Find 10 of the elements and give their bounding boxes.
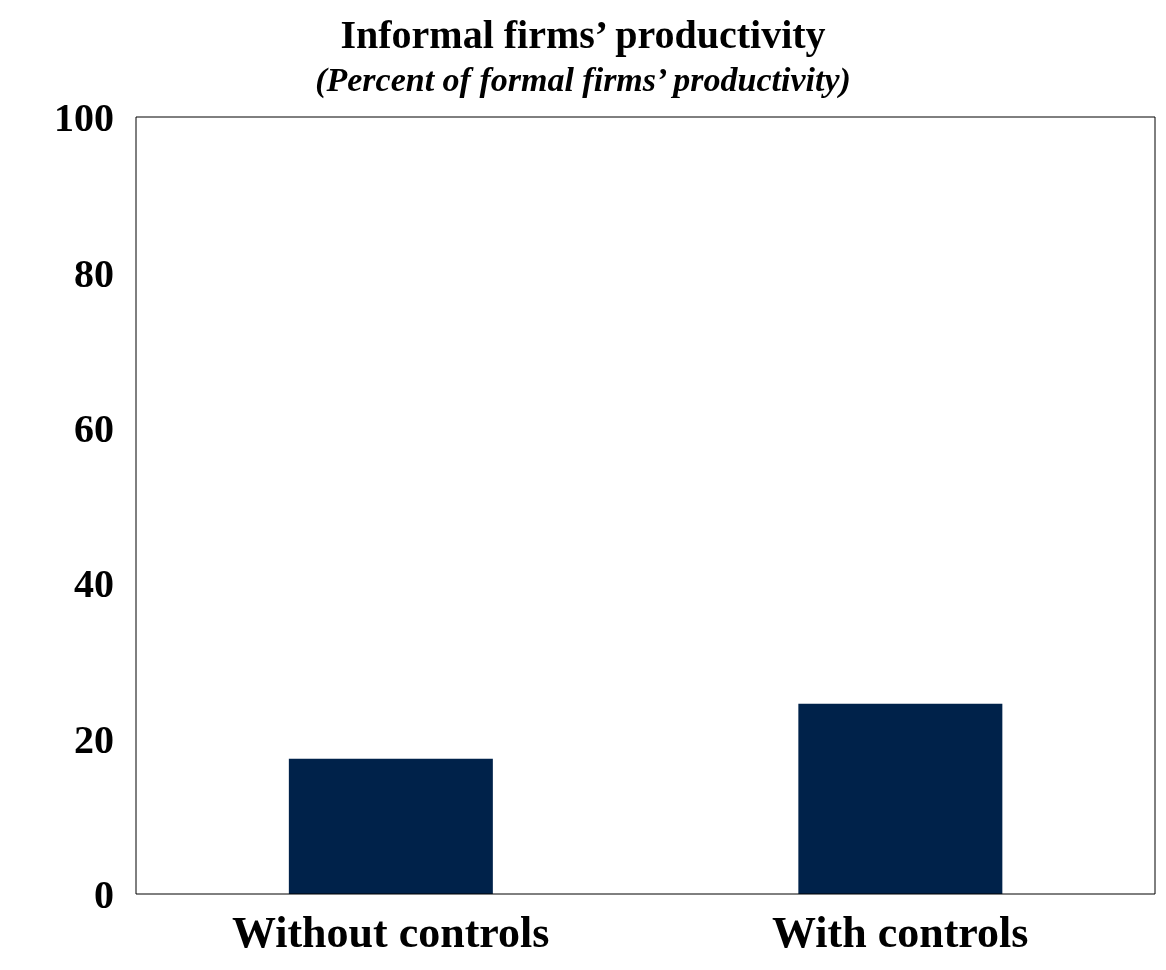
- y-tick-label: 0: [94, 872, 114, 918]
- y-tick-label: 80: [74, 250, 114, 296]
- x-tick-label: Without controls: [232, 908, 550, 958]
- chart-title: Informal firms’ productivity: [339, 12, 827, 58]
- y-tick-label: 100: [54, 95, 114, 141]
- y-tick-label: 40: [74, 561, 114, 607]
- y-tick-label: 20: [74, 716, 114, 762]
- y-tick-label: 60: [74, 406, 114, 451]
- x-tick-label: With controls: [772, 908, 1029, 958]
- chart-subtitle: (Percent of formal firms’ productivity): [315, 61, 851, 98]
